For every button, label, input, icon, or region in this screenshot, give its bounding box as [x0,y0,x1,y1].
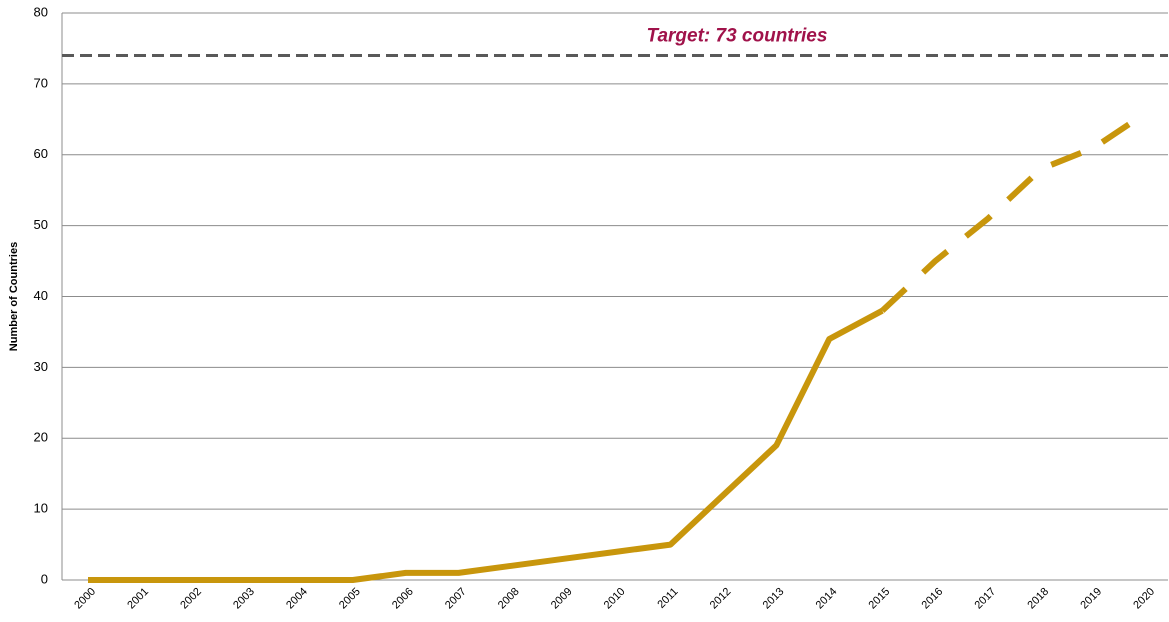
y-tick-label: 0 [41,571,48,586]
y-tick-label: 20 [34,430,48,445]
x-tick-label: 2006 [390,586,416,612]
x-tick-label: 2007 [443,586,469,612]
x-tick-label: 2004 [284,586,310,612]
x-tick-label: 2018 [1025,586,1051,612]
gridlines [62,12,1168,510]
x-tick-label: 2003 [231,586,257,612]
x-tick-label: 2013 [761,586,787,612]
x-tick-label: 2015 [867,586,893,612]
x-tick-label: 2016 [920,586,946,612]
x-tick-label: 2020 [1131,586,1157,612]
x-axis-ticks: 2000 2001 2002 2003 2004 2005 2006 2007 2008 2009… [72,586,1157,612]
x-tick-label: 2002 [178,586,204,612]
y-tick-label: 30 [34,359,48,374]
x-tick-label: 2011 [655,586,680,611]
x-tick-label: 2005 [337,586,363,612]
x-tick-label: 2019 [1078,586,1104,612]
projected-series-line [880,109,1149,313]
y-axis-ticks: 0 10 20 30 40 50 60 70 80 [34,4,48,586]
target-label: Target: 73 countries [647,26,828,47]
x-tick-label: 2012 [708,586,734,612]
y-axis-label: Number of Countries [8,242,20,351]
y-tick-label: 70 [34,75,48,90]
y-tick-label: 60 [34,146,48,161]
y-tick-label: 80 [34,4,48,19]
actual-series-line [88,308,884,583]
y-tick-label: 10 [34,501,48,516]
x-tick-label: 2014 [814,586,840,612]
x-tick-label: 2010 [602,586,628,612]
x-tick-label: 2017 [972,586,998,612]
x-tick-label: 2009 [549,586,575,612]
x-tick-label: 2008 [496,586,522,612]
x-tick-label: 2000 [72,586,98,612]
y-tick-label: 40 [34,288,48,303]
series-lines [88,109,1149,583]
x-tick-label: 2001 [125,586,151,612]
y-tick-label: 50 [34,217,48,232]
